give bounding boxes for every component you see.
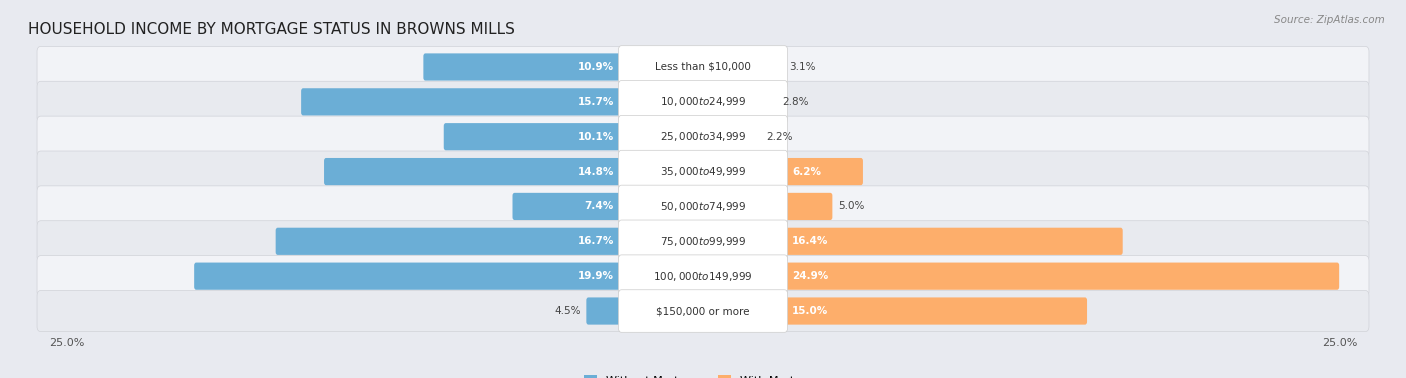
- FancyBboxPatch shape: [619, 46, 787, 88]
- FancyBboxPatch shape: [37, 186, 1369, 227]
- Text: 14.8%: 14.8%: [578, 167, 614, 177]
- Text: 5.0%: 5.0%: [838, 201, 865, 211]
- Text: 3.1%: 3.1%: [790, 62, 815, 72]
- FancyBboxPatch shape: [513, 193, 704, 220]
- Text: 7.4%: 7.4%: [585, 201, 614, 211]
- Text: $10,000 to $24,999: $10,000 to $24,999: [659, 95, 747, 108]
- FancyBboxPatch shape: [619, 185, 787, 228]
- FancyBboxPatch shape: [194, 263, 704, 290]
- FancyBboxPatch shape: [702, 53, 785, 81]
- Text: $100,000 to $149,999: $100,000 to $149,999: [654, 270, 752, 283]
- FancyBboxPatch shape: [586, 297, 704, 325]
- FancyBboxPatch shape: [702, 88, 776, 115]
- FancyBboxPatch shape: [702, 297, 1087, 325]
- FancyBboxPatch shape: [323, 158, 704, 185]
- FancyBboxPatch shape: [37, 290, 1369, 332]
- Text: Less than $10,000: Less than $10,000: [655, 62, 751, 72]
- FancyBboxPatch shape: [702, 228, 1123, 255]
- Text: 19.9%: 19.9%: [578, 271, 614, 281]
- Text: $35,000 to $49,999: $35,000 to $49,999: [659, 165, 747, 178]
- Text: 6.2%: 6.2%: [792, 167, 821, 177]
- Text: 10.1%: 10.1%: [578, 132, 614, 142]
- FancyBboxPatch shape: [301, 88, 704, 115]
- FancyBboxPatch shape: [276, 228, 704, 255]
- FancyBboxPatch shape: [702, 193, 832, 220]
- FancyBboxPatch shape: [619, 220, 787, 263]
- FancyBboxPatch shape: [423, 53, 704, 81]
- FancyBboxPatch shape: [619, 115, 787, 158]
- FancyBboxPatch shape: [37, 256, 1369, 297]
- Text: 2.8%: 2.8%: [782, 97, 808, 107]
- FancyBboxPatch shape: [37, 116, 1369, 157]
- Text: $150,000 or more: $150,000 or more: [657, 306, 749, 316]
- FancyBboxPatch shape: [619, 81, 787, 123]
- FancyBboxPatch shape: [37, 46, 1369, 88]
- FancyBboxPatch shape: [619, 255, 787, 297]
- FancyBboxPatch shape: [37, 151, 1369, 192]
- Text: 16.4%: 16.4%: [792, 236, 828, 246]
- FancyBboxPatch shape: [37, 81, 1369, 122]
- Text: 15.0%: 15.0%: [792, 306, 828, 316]
- FancyBboxPatch shape: [702, 123, 761, 150]
- Text: HOUSEHOLD INCOME BY MORTGAGE STATUS IN BROWNS MILLS: HOUSEHOLD INCOME BY MORTGAGE STATUS IN B…: [28, 22, 515, 37]
- Text: $75,000 to $99,999: $75,000 to $99,999: [659, 235, 747, 248]
- FancyBboxPatch shape: [619, 150, 787, 193]
- FancyBboxPatch shape: [444, 123, 704, 150]
- Text: 2.2%: 2.2%: [766, 132, 793, 142]
- Text: $25,000 to $34,999: $25,000 to $34,999: [659, 130, 747, 143]
- Text: 15.7%: 15.7%: [578, 97, 614, 107]
- Text: 10.9%: 10.9%: [578, 62, 614, 72]
- Text: $50,000 to $74,999: $50,000 to $74,999: [659, 200, 747, 213]
- FancyBboxPatch shape: [702, 263, 1339, 290]
- FancyBboxPatch shape: [702, 158, 863, 185]
- Text: Source: ZipAtlas.com: Source: ZipAtlas.com: [1274, 15, 1385, 25]
- FancyBboxPatch shape: [619, 290, 787, 332]
- Text: 4.5%: 4.5%: [554, 306, 581, 316]
- Legend: Without Mortgage, With Mortgage: Without Mortgage, With Mortgage: [579, 371, 827, 378]
- Text: 24.9%: 24.9%: [792, 271, 828, 281]
- FancyBboxPatch shape: [37, 221, 1369, 262]
- Text: 16.7%: 16.7%: [578, 236, 614, 246]
